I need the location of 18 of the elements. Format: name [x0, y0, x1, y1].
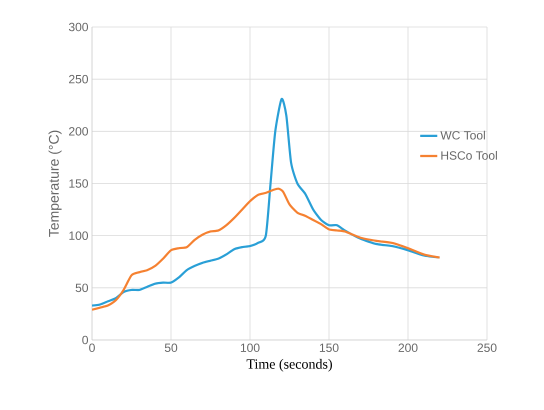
- y-tick-label: 150: [69, 179, 88, 188]
- x-tick-label: 250: [478, 344, 497, 352]
- x-tick-label: 50: [164, 344, 178, 352]
- x-tick-label: 150: [320, 344, 339, 352]
- legend-label: HSCo Tool: [441, 150, 497, 160]
- y-tick-label: 50: [76, 284, 88, 292]
- y-tick-label: 0: [82, 336, 88, 344]
- y-tick-label: 100: [69, 231, 88, 240]
- y-tick-label: 300: [68, 22, 88, 32]
- y-axis-title: Temperature (°C): [48, 130, 62, 237]
- line-series: [92, 188, 441, 311]
- legend-label: WC Tool: [440, 130, 485, 140]
- y-tick-label: 200: [69, 127, 88, 136]
- x-tick-label: 200: [398, 344, 418, 352]
- x-axis-title: Time (seconds): [246, 358, 332, 372]
- y-tick-label: 250: [69, 74, 88, 84]
- x-tick-label: 0: [89, 344, 95, 352]
- x-tick-label: 100: [240, 344, 260, 352]
